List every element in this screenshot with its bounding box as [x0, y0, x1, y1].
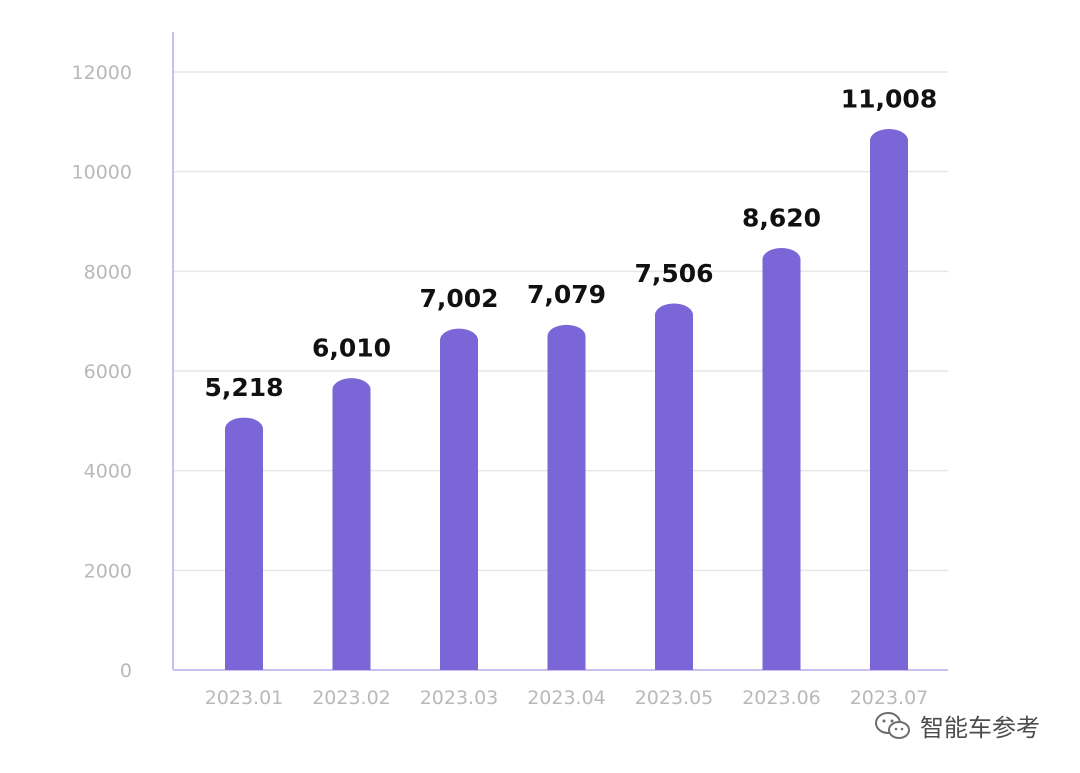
x-tick-labels: 2023.01 2023.02 2023.03 2023.04 2023.05 2023.… [205, 687, 929, 709]
data-label: 7,002 [419, 284, 498, 313]
y-tick-label: 2000 [84, 560, 132, 582]
x-tick-label: 2023.03 [420, 687, 499, 709]
bars [225, 129, 908, 670]
x-tick-label: 2023.04 [527, 687, 606, 709]
bar-2023.02 [332, 378, 371, 670]
y-tick-label: 10000 [72, 162, 132, 184]
bar-2023.06 [762, 248, 801, 670]
wechat-icon [875, 711, 910, 739]
x-tick-label: 2023.06 [742, 687, 821, 709]
data-label: 8,620 [742, 203, 821, 232]
bar-2023.04 [547, 324, 586, 670]
data-label: 7,079 [527, 280, 606, 309]
bar-2023.07 [870, 129, 908, 670]
data-label: 5,218 [204, 373, 283, 402]
bar-2023.05 [655, 303, 694, 670]
x-tick-label: 2023.05 [635, 687, 714, 709]
x-tick-label: 2023.07 [850, 687, 929, 709]
y-tick-label: 6000 [84, 361, 132, 383]
data-labels: 5,218 6,010 7,002 7,079 7,506 8,620 11,008 [204, 84, 937, 402]
bar-2023.01 [225, 417, 263, 670]
data-label: 7,506 [634, 259, 713, 288]
watermark-text: 智能车参考 [920, 714, 1040, 742]
y-tick-label: 8000 [84, 261, 132, 283]
bar-2023.03 [440, 328, 478, 670]
watermark: 智能车参考 [874, 708, 1040, 743]
data-label: 11,008 [841, 84, 937, 113]
y-tick-label: 0 [120, 660, 132, 682]
y-tick-label: 12000 [72, 62, 132, 84]
y-tick-label: 4000 [84, 461, 132, 483]
y-tick-labels: 0 2000 4000 6000 8000 10000 12000 [72, 62, 132, 682]
x-tick-label: 2023.01 [205, 687, 284, 709]
x-tick-label: 2023.02 [312, 687, 391, 709]
data-label: 6,010 [312, 334, 391, 363]
